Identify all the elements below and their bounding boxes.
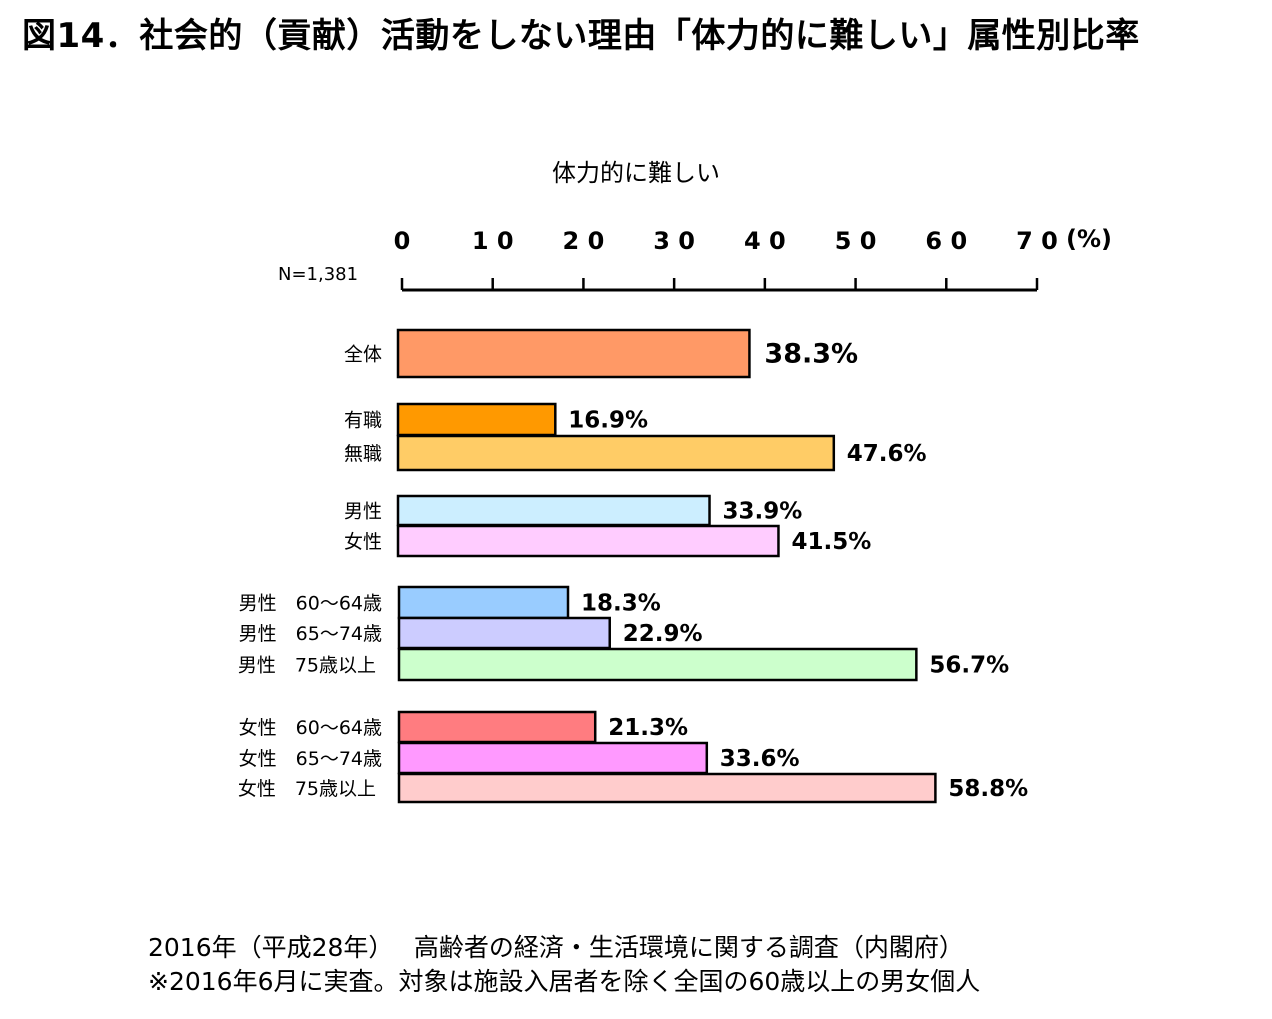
- category-label: 女性 60～64歳: [239, 717, 382, 739]
- value-label: 33.9%: [723, 499, 803, 525]
- chart-title: 体力的に難しい: [552, 159, 720, 187]
- x-tick-label: 5 0: [835, 227, 877, 255]
- value-label: 47.6%: [847, 441, 927, 467]
- category-label: 無職: [344, 443, 382, 465]
- category-label: 男性 75歳以上: [238, 655, 376, 677]
- value-label: 16.9%: [568, 408, 648, 434]
- value-label: 22.9%: [623, 621, 703, 647]
- category-label: 女性: [344, 531, 382, 553]
- x-tick-label: 7 0: [1016, 227, 1058, 255]
- bar: [397, 585, 570, 620]
- bar: [397, 741, 709, 775]
- value-label: 33.6%: [720, 746, 800, 772]
- value-label: 38.3%: [764, 339, 858, 370]
- value-label: 18.3%: [581, 591, 661, 617]
- value-label: 21.3%: [608, 715, 688, 741]
- x-tick-label: 0: [394, 227, 411, 255]
- value-label: 56.7%: [929, 653, 1009, 679]
- bar: [397, 616, 611, 650]
- sample-size-label: N=1,381: [278, 264, 359, 285]
- x-tick-label: 4 0: [744, 227, 786, 255]
- category-label: 女性 65～74歳: [239, 748, 382, 770]
- value-label: 41.5%: [791, 529, 871, 555]
- x-tick-label: 3 0: [653, 227, 695, 255]
- x-tick-label: 2 0: [563, 227, 605, 255]
- bar: [396, 402, 557, 437]
- category-label: 男性: [344, 501, 382, 523]
- category-label: 女性 75歳以上: [238, 778, 376, 800]
- survey-note: ※2016年6月に実査。対象は施設入居者を除く全国の60歳以上の男女個人: [148, 967, 981, 996]
- category-label: 男性 60～64歳: [239, 593, 382, 615]
- category-label: 有職: [344, 410, 382, 432]
- category-label: 全体: [344, 344, 382, 366]
- x-tick-label: 1 0: [472, 227, 514, 255]
- bar: [397, 710, 597, 744]
- bar: [397, 647, 918, 682]
- x-unit-label: (%): [1066, 225, 1112, 253]
- value-label: 58.8%: [948, 776, 1028, 802]
- category-label: 男性 65～74歳: [239, 623, 382, 645]
- x-tick-label: 6 0: [925, 227, 967, 255]
- bar: [396, 524, 780, 558]
- bar: [396, 434, 836, 472]
- figure-title: 図14．社会的（貢献）活動をしない理由「体力的に難しい」属性別比率: [22, 16, 1140, 56]
- bar: [397, 772, 937, 804]
- bar: [396, 328, 751, 379]
- source-note: 2016年（平成28年） 高齢者の経済・生活環境に関する調査（内閣府）: [148, 933, 964, 962]
- bar: [396, 494, 711, 527]
